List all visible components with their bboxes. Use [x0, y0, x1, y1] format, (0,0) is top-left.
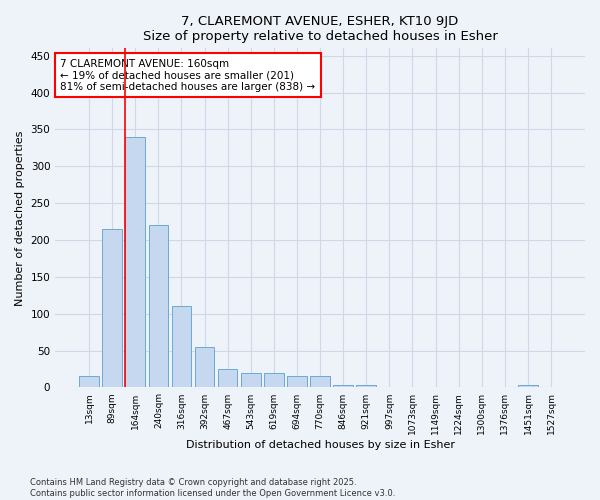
Bar [195, 347, 214, 388]
X-axis label: Distribution of detached houses by size in Esher: Distribution of detached houses by size … [185, 440, 455, 450]
Title: 7, CLAREMONT AVENUE, ESHER, KT10 9JD
Size of property relative to detached house: 7, CLAREMONT AVENUE, ESHER, KT10 9JD Siz… [143, 15, 497, 43]
Y-axis label: Number of detached properties: Number of detached properties [15, 130, 25, 306]
Bar [518, 385, 538, 388]
Bar [241, 372, 260, 388]
Bar [264, 372, 284, 388]
Bar [356, 385, 376, 388]
Bar [287, 376, 307, 388]
Bar [149, 226, 168, 388]
Bar [79, 376, 99, 388]
Bar [125, 137, 145, 388]
Text: Contains HM Land Registry data © Crown copyright and database right 2025.
Contai: Contains HM Land Registry data © Crown c… [30, 478, 395, 498]
Bar [172, 306, 191, 388]
Text: 7 CLAREMONT AVENUE: 160sqm
← 19% of detached houses are smaller (201)
81% of sem: 7 CLAREMONT AVENUE: 160sqm ← 19% of deta… [61, 58, 316, 92]
Bar [334, 385, 353, 388]
Bar [218, 369, 238, 388]
Bar [310, 376, 330, 388]
Bar [103, 229, 122, 388]
